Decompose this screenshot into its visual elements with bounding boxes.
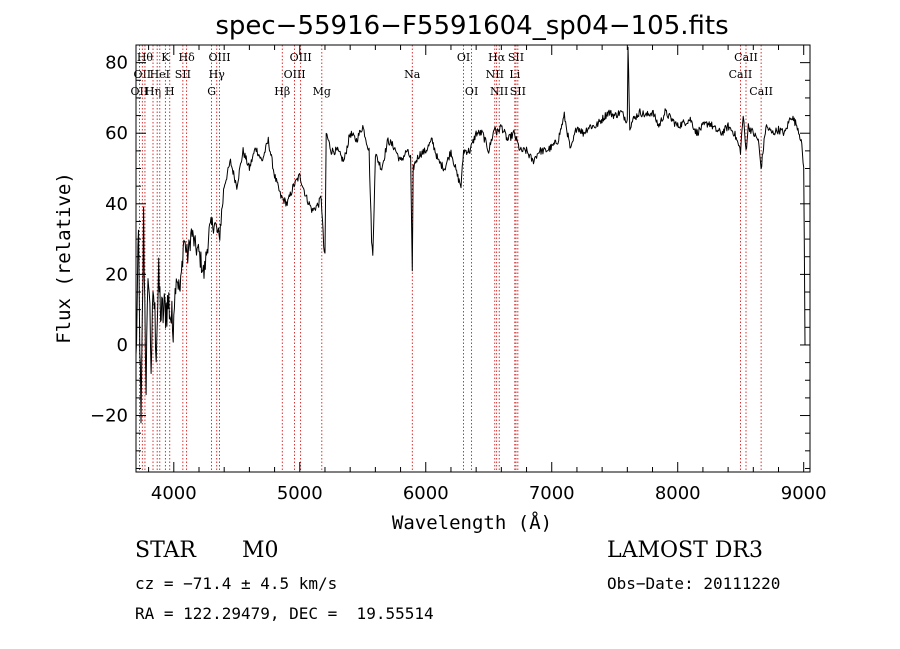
coordinates: RA = 122.29479, DEC = 19.55514 <box>135 604 434 623</box>
object-subclass: M0 <box>242 538 279 563</box>
line-label-25: SII <box>510 85 526 98</box>
x-tick-label-1: 5000 <box>277 483 323 504</box>
line-label-18: OI <box>457 51 470 64</box>
line-label-0: OII <box>131 85 149 98</box>
y-tick-label-2: 20 <box>105 264 128 285</box>
line-label-9: Hδ <box>179 51 196 64</box>
line-label-14: OIII <box>284 68 306 81</box>
line-label-2: Hθ <box>137 51 154 64</box>
line-label-24: SII <box>508 51 524 64</box>
x-tick-label-5: 9000 <box>781 483 827 504</box>
line-label-1: OII <box>133 68 151 81</box>
line-label-12: OIII <box>208 51 230 64</box>
object-class: STAR <box>135 538 196 563</box>
line-label-22: NII <box>490 85 508 98</box>
plot-frame <box>135 44 811 473</box>
line-label-17: Na <box>404 68 421 81</box>
line-label-23: Li <box>509 68 520 81</box>
line-label-15: OIII <box>290 51 312 64</box>
survey-name: LAMOST DR3 <box>607 538 763 563</box>
line-label-3: Hη <box>145 85 161 98</box>
y-tick-label-4: 60 <box>105 123 128 144</box>
line-label-8: SII <box>175 68 191 81</box>
line-label-28: CaII <box>749 85 773 98</box>
y-tick-label-1: 0 <box>117 335 128 356</box>
spectral-line-markers: OIIOIIHθHηHeIKHSIIHδGHγOIIIHβOIIIOIIIMgN… <box>131 45 773 472</box>
line-label-26: CaII <box>729 68 753 81</box>
y-axis-label: Flux (relative) <box>53 172 75 344</box>
line-label-16: Mg <box>313 85 331 98</box>
observation-date: Obs−Date: 20111220 <box>607 574 781 593</box>
y-tick-label-0: −20 <box>90 406 128 427</box>
x-tick-label-3: 7000 <box>529 483 575 504</box>
y-tick-label-3: 40 <box>105 194 128 215</box>
line-label-11: Hγ <box>209 68 226 81</box>
x-tick-label-2: 6000 <box>403 483 449 504</box>
redshift-velocity: cz = −71.4 ± 4.5 km/s <box>135 574 338 593</box>
x-axis-label: Wavelength (Å) <box>392 511 552 534</box>
chart-title: spec−55916−F5591604_sp04−105.fits <box>215 11 728 41</box>
line-label-20: NII <box>486 68 504 81</box>
line-label-21: Hα <box>488 51 506 64</box>
x-tick-label-0: 4000 <box>151 483 197 504</box>
spectrum-line-0 <box>135 46 806 424</box>
data-layer <box>135 46 806 424</box>
line-label-13: Hβ <box>274 85 290 98</box>
line-label-27: CaII <box>734 51 758 64</box>
y-tick-label-5: 80 <box>105 53 128 74</box>
x-tick-label-4: 8000 <box>655 483 701 504</box>
axis-ticks: 4000 5000 6000 7000 8000 9000 −20 0 20 40 60 80 <box>90 44 827 504</box>
line-label-19: OI <box>465 85 478 98</box>
line-label-6: K <box>161 51 170 64</box>
line-label-10: G <box>207 85 216 98</box>
line-label-7: H <box>165 85 175 98</box>
line-label-5: HeI <box>150 68 170 81</box>
